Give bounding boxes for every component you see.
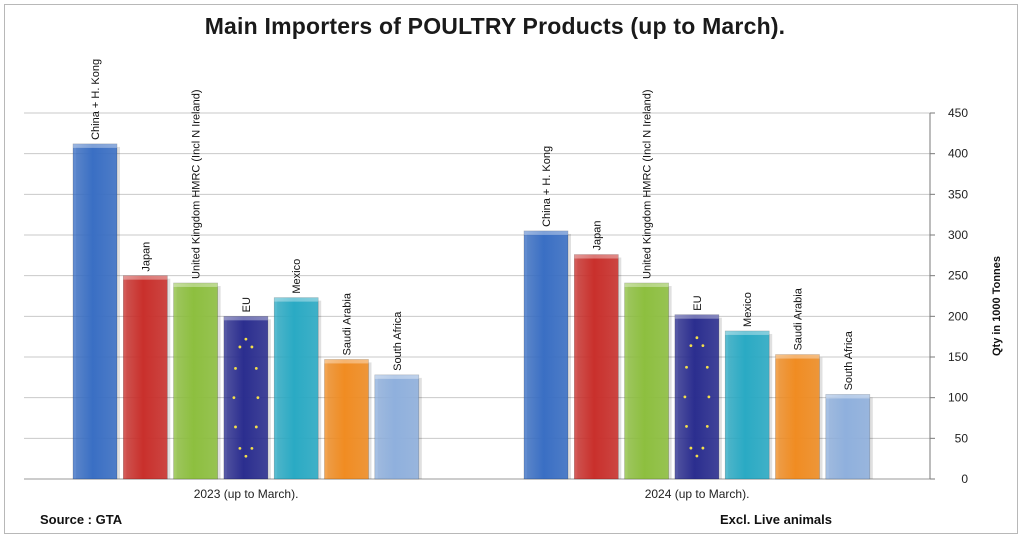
bar-series-label: Japan [140,242,152,272]
eu-star [689,446,693,450]
bar-labels: China + H. Kong Japan United Kingdom HMRC … [90,59,855,501]
bar-series-label: EU [241,297,253,312]
bar [825,394,871,480]
eu-star [256,396,260,400]
y-tick-label: 200 [948,309,968,323]
bar-top-highlight [574,254,619,259]
eu-star [695,336,699,340]
eu-star [250,446,254,450]
y-tick-label: 350 [948,187,968,201]
bar [523,230,569,480]
bar [273,297,319,480]
source-note: Source : GTA [40,512,123,527]
eu-star [683,395,687,399]
eu-star [234,425,237,429]
bar-series-label: China + H. Kong [90,59,102,140]
y-tick-label: 300 [948,228,968,242]
y-tick-label: 50 [955,431,969,445]
bar [173,282,218,480]
x-category-label: 2024 (up to March). [645,487,750,501]
eu-star [695,454,699,458]
bar-top-highlight [223,316,268,321]
bar-series-label: EU [692,295,704,310]
bar [72,143,118,480]
bar [374,374,420,480]
bar-top-highlight [775,354,820,359]
eu-star [238,345,242,349]
y-tick-label: 0 [961,472,968,486]
y-tick-label: 150 [948,350,968,364]
bar-top-highlight [274,297,319,302]
eu-star [685,425,688,428]
bar-series-label: United Kingdom HMRC (Incl N Ireland) [191,89,203,279]
x-category-label: 2023 (up to March). [194,487,299,501]
bar [324,359,369,480]
bar-series-label: United Kingdom HMRC (Incl N Ireland) [642,89,654,279]
y-tick-label: 450 [948,106,968,120]
eu-star [244,454,248,458]
eu-star [689,344,693,348]
eu-star [250,345,254,349]
eu-star [701,446,705,450]
bar [674,314,720,480]
bar [573,254,619,480]
y-tick-label: 100 [948,391,968,405]
bars [72,143,873,480]
bar-top-highlight [173,282,218,287]
eu-star [685,365,688,369]
eu-star [238,446,242,450]
bar-series-label: Saudi Arabia [342,292,354,355]
bar-top-highlight [624,282,669,287]
bar-top-highlight [524,230,568,235]
eu-star [244,337,248,341]
y-tick-label: 250 [948,269,968,283]
bar [123,275,168,480]
bar-top-highlight [324,359,369,364]
bar-series-label: China + H. Kong [541,146,553,227]
bar [223,316,269,480]
bar [724,330,770,480]
eu-star [705,425,709,428]
bar-top-highlight [123,275,168,280]
bar [775,354,820,480]
eu-star [254,366,258,370]
y-axis: 0 50 100 150 200 250 300 350 400 450 Qty in 1000 T… [929,106,1003,486]
chart-title: Main Importers of POULTRY Products (up t… [204,13,786,39]
excl-note: Excl. Live animals [720,512,833,527]
eu-star [705,365,709,369]
bar-top-highlight [825,394,870,399]
bar-series-label: Mexico [291,259,303,294]
bar-top-highlight [674,314,719,319]
eu-star [701,344,705,348]
eu-star [234,366,237,370]
bar-top-highlight [374,374,419,379]
y-tick-label: 400 [948,147,968,161]
y-axis-title: Qty in 1000 Tonnes [991,256,1003,356]
bar-series-label: Mexico [742,292,754,327]
bar-series-label: South Africa [843,330,855,390]
bar-top-highlight [725,330,770,335]
bar-series-label: South Africa [392,311,404,371]
bar [624,282,669,480]
bar-series-label: Japan [591,221,603,251]
eu-star [254,425,258,429]
bar-top-highlight [73,143,117,148]
bar-series-label: Saudi Arabia [793,287,805,350]
eu-star [232,396,236,400]
eu-star [707,395,711,399]
